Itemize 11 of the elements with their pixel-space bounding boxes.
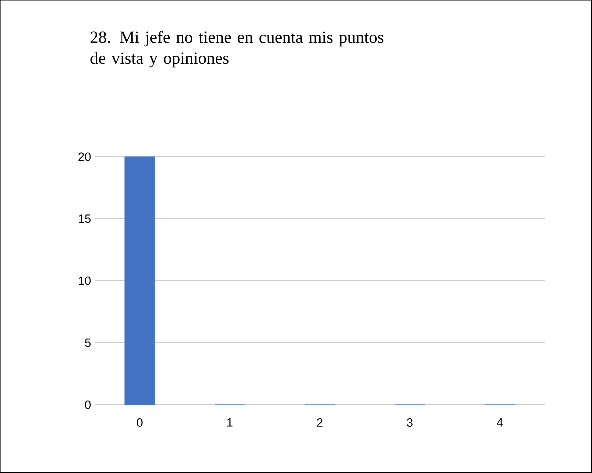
y-tick-label: 20 xyxy=(78,152,91,162)
x-tick-label: 3 xyxy=(407,418,413,428)
x-tick-label: 4 xyxy=(497,418,504,427)
y-tick-label: 15 xyxy=(79,214,91,224)
x-tick-label: 1 xyxy=(228,418,233,427)
chart-title: 28. Mi jefe no tiene en cuenta mis puntos de vista y opiniones xyxy=(90,31,384,68)
y-tick-label: 10 xyxy=(79,276,91,286)
x-tick-label: 0 xyxy=(137,418,143,428)
x-tick-label: 2 xyxy=(317,418,323,427)
y-tick-label: 5 xyxy=(85,338,91,348)
y-tick-label: 0 xyxy=(85,400,91,410)
